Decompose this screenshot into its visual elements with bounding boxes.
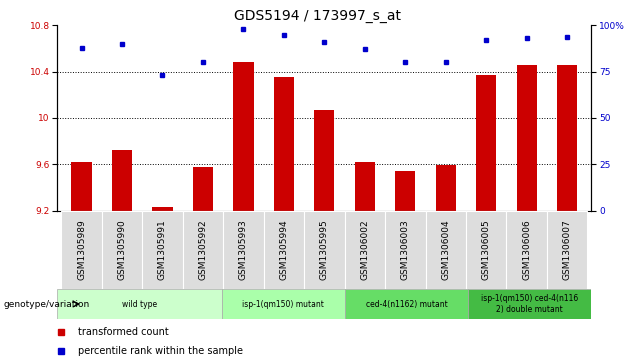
FancyBboxPatch shape [183,211,223,289]
Text: GSM1306004: GSM1306004 [441,219,450,280]
FancyBboxPatch shape [547,211,588,289]
Text: GSM1305994: GSM1305994 [279,219,288,280]
Text: GSM1305989: GSM1305989 [77,219,86,280]
Bar [153,207,172,211]
FancyBboxPatch shape [61,211,102,289]
Bar [395,171,415,211]
Bar [355,162,375,211]
FancyBboxPatch shape [57,289,221,319]
Bar [233,62,254,211]
FancyBboxPatch shape [506,211,547,289]
Text: genotype/variation: genotype/variation [3,299,90,309]
Text: ced-4(n1162) mutant: ced-4(n1162) mutant [366,299,447,309]
Text: GDS5194 / 173997_s_at: GDS5194 / 173997_s_at [235,9,401,23]
Bar [314,110,335,211]
Text: GSM1305990: GSM1305990 [118,219,127,280]
Text: wild type: wild type [122,299,157,309]
FancyBboxPatch shape [304,211,345,289]
Text: GSM1305991: GSM1305991 [158,219,167,280]
FancyBboxPatch shape [142,211,183,289]
Text: GSM1306007: GSM1306007 [563,219,572,280]
FancyBboxPatch shape [223,211,264,289]
Text: GSM1306006: GSM1306006 [522,219,531,280]
FancyBboxPatch shape [468,289,591,319]
FancyBboxPatch shape [221,289,345,319]
Text: GSM1306003: GSM1306003 [401,219,410,280]
Text: GSM1306002: GSM1306002 [361,219,370,280]
FancyBboxPatch shape [425,211,466,289]
Bar [112,150,132,211]
Text: isp-1(qm150) mutant: isp-1(qm150) mutant [242,299,324,309]
Text: GSM1305993: GSM1305993 [239,219,248,280]
Text: transformed count: transformed count [78,327,169,337]
Bar [476,75,496,211]
Bar [436,166,456,211]
Bar [273,77,294,211]
FancyBboxPatch shape [102,211,142,289]
Text: GSM1305995: GSM1305995 [320,219,329,280]
FancyBboxPatch shape [345,211,385,289]
Bar [557,65,577,211]
Bar [516,65,537,211]
Bar [193,167,213,211]
FancyBboxPatch shape [466,211,506,289]
Text: percentile rank within the sample: percentile rank within the sample [78,346,243,356]
Bar [71,162,92,211]
Text: isp-1(qm150) ced-4(n116
2) double mutant: isp-1(qm150) ced-4(n116 2) double mutant [481,294,579,314]
Text: GSM1306005: GSM1306005 [481,219,491,280]
FancyBboxPatch shape [385,211,425,289]
FancyBboxPatch shape [345,289,468,319]
FancyBboxPatch shape [264,211,304,289]
Text: GSM1305992: GSM1305992 [198,219,207,280]
